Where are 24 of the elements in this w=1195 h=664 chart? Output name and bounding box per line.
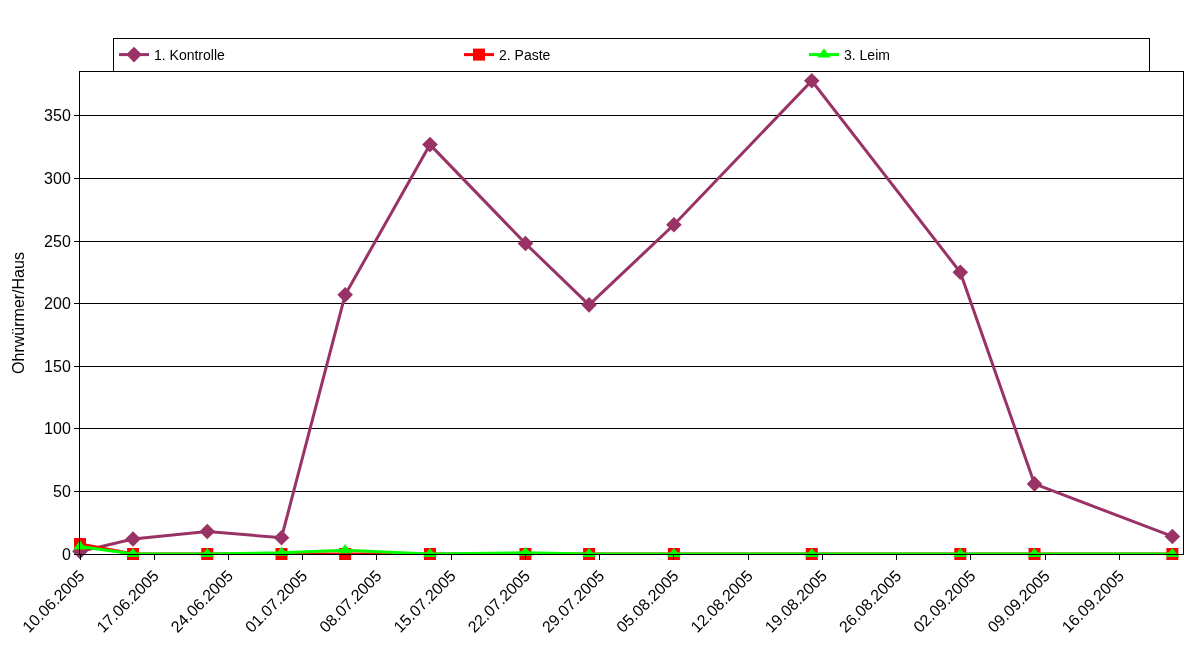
- point: [199, 523, 216, 540]
- point: [804, 72, 820, 89]
- point: [952, 264, 969, 281]
- point: [422, 136, 438, 153]
- point: [337, 287, 353, 303]
- y-tick-label: 250: [44, 232, 71, 250]
- y-tick-label: 0: [61, 545, 71, 563]
- y-tick-label: 50: [53, 483, 71, 500]
- y-tick-label: 100: [44, 420, 71, 438]
- y-tick-label: 350: [44, 107, 71, 125]
- y-tick-label: 300: [44, 170, 71, 188]
- point: [273, 529, 290, 546]
- legend-label: 3. Leim: [844, 47, 890, 64]
- legend-label: 2. Paste: [499, 47, 551, 64]
- point: [666, 216, 682, 233]
- y-tick-label: 150: [44, 357, 71, 375]
- point: [581, 297, 597, 313]
- point: [1026, 476, 1043, 492]
- point: [517, 235, 534, 252]
- y-tick-label: 200: [44, 295, 71, 313]
- point: [1164, 528, 1181, 545]
- point: [125, 531, 141, 547]
- legend-label: 1. Kontrolle: [154, 47, 226, 64]
- y-axis-title: Ohrwürmer/Haus: [10, 252, 27, 374]
